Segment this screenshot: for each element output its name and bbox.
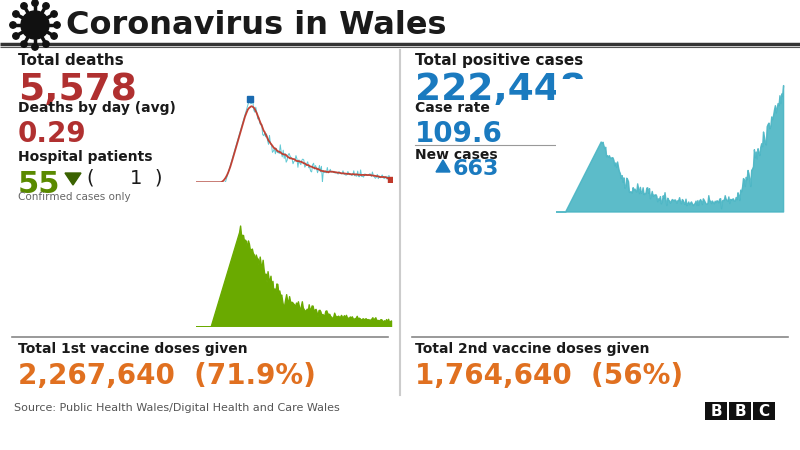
Circle shape	[51, 33, 58, 39]
Text: 5,578: 5,578	[18, 72, 137, 108]
Circle shape	[21, 11, 49, 39]
Circle shape	[43, 41, 50, 47]
Text: 663: 663	[453, 159, 499, 179]
Text: 222,448: 222,448	[415, 72, 586, 108]
Text: Confirmed cases only: Confirmed cases only	[18, 192, 130, 202]
Text: Case rate: Case rate	[415, 101, 490, 115]
FancyBboxPatch shape	[705, 402, 727, 420]
Circle shape	[21, 41, 27, 47]
Text: Coronavirus in Wales: Coronavirus in Wales	[66, 10, 446, 41]
Text: C: C	[758, 404, 770, 419]
Circle shape	[10, 22, 16, 28]
Circle shape	[32, 44, 38, 50]
Text: 55: 55	[18, 170, 61, 199]
FancyBboxPatch shape	[753, 402, 775, 420]
Circle shape	[13, 33, 19, 39]
Circle shape	[13, 11, 19, 17]
Text: 0.29: 0.29	[18, 120, 86, 148]
Text: 109.6: 109.6	[415, 120, 503, 148]
Text: 1,764,640  (56%): 1,764,640 (56%)	[415, 362, 683, 390]
Text: Total 1st vaccine doses given: Total 1st vaccine doses given	[18, 342, 248, 356]
Text: Total deaths: Total deaths	[18, 53, 124, 68]
Polygon shape	[65, 173, 81, 185]
Text: B: B	[734, 404, 746, 419]
Text: New cases: New cases	[415, 148, 498, 162]
Text: B: B	[710, 404, 722, 419]
Text: 2,267,640  (71.9%): 2,267,640 (71.9%)	[18, 362, 316, 390]
Text: Total positive cases: Total positive cases	[415, 53, 583, 68]
Text: Hospital patients: Hospital patients	[18, 150, 153, 164]
Circle shape	[32, 0, 38, 6]
Polygon shape	[436, 160, 450, 172]
Circle shape	[43, 3, 50, 9]
Text: 1  ): 1 )	[130, 168, 162, 187]
Circle shape	[54, 22, 60, 28]
Text: 6%: 6%	[575, 167, 618, 191]
Text: Positivity rate: Positivity rate	[555, 148, 666, 162]
Text: (: (	[86, 168, 94, 187]
Circle shape	[21, 3, 27, 9]
Text: Deaths by day (avg): Deaths by day (avg)	[18, 101, 176, 115]
Text: Source: Public Health Wales/Digital Health and Care Wales: Source: Public Health Wales/Digital Heal…	[14, 403, 340, 413]
Circle shape	[51, 11, 58, 17]
FancyBboxPatch shape	[729, 402, 751, 420]
Text: Total 2nd vaccine doses given: Total 2nd vaccine doses given	[415, 342, 650, 356]
